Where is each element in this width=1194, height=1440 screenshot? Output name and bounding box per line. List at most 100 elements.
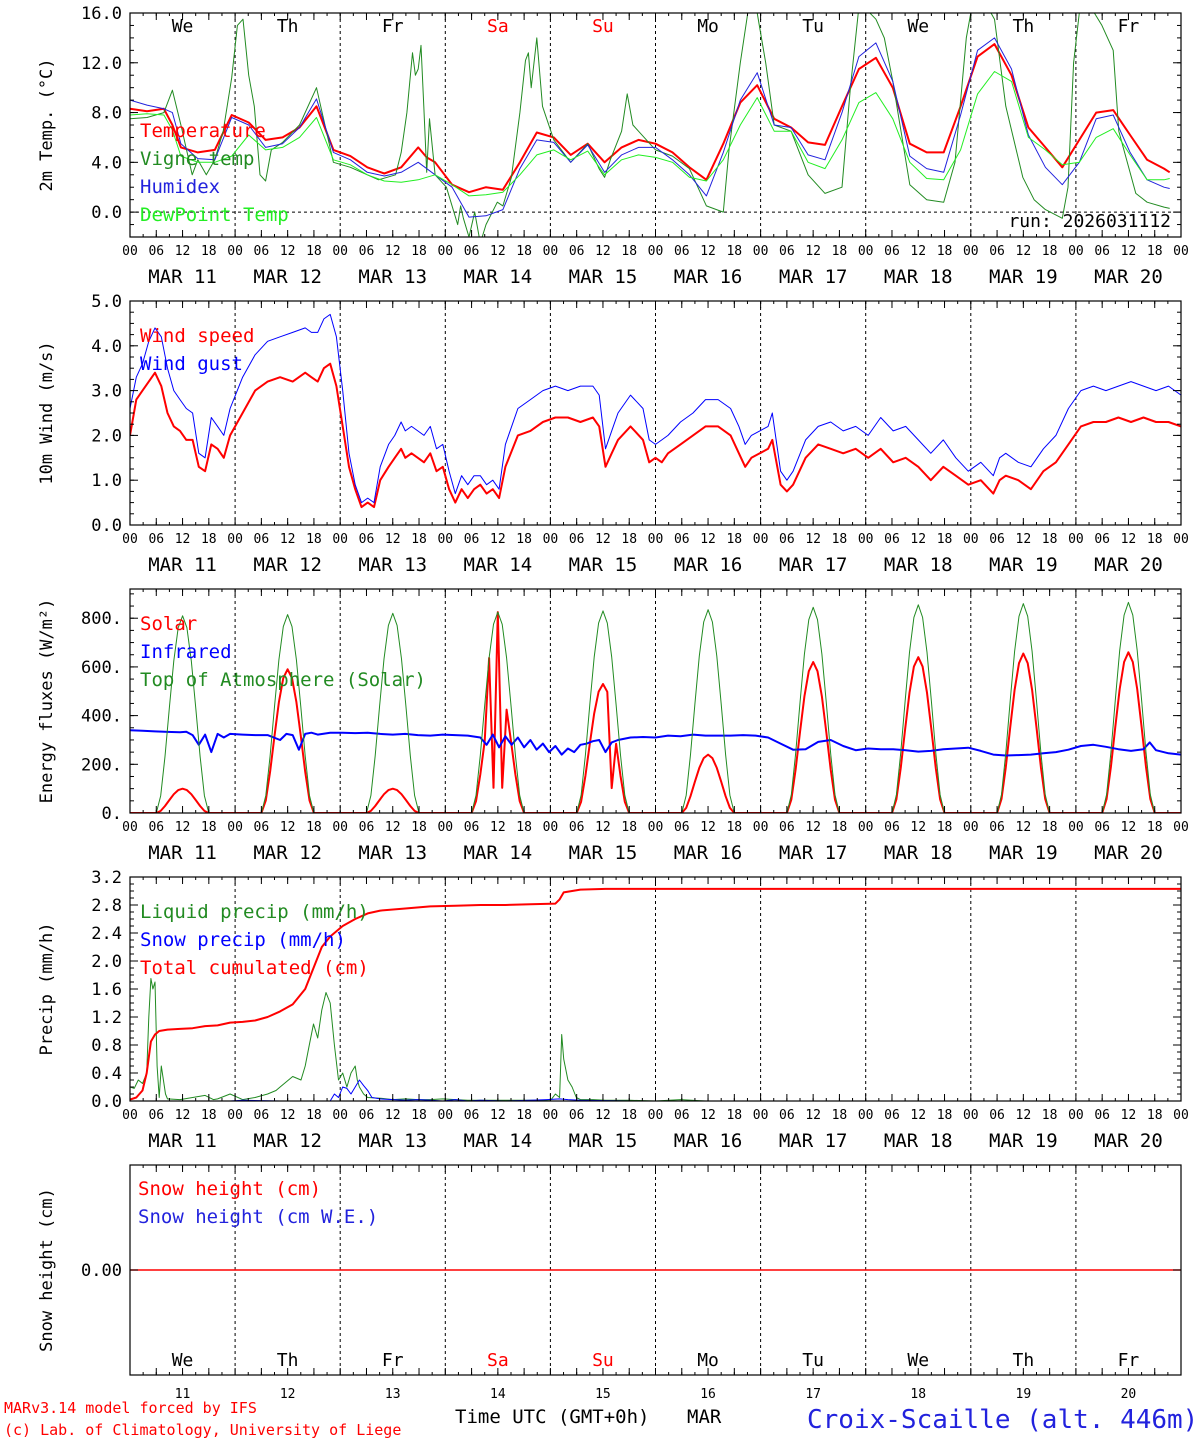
hour-tick-label: 18: [306, 1108, 322, 1123]
hour-tick-label: 06: [569, 820, 585, 835]
weekday-label: Su: [592, 16, 614, 37]
hour-tick-label: 00: [227, 532, 243, 547]
model-credit: MARv3.14 model forced by IFS: [4, 1399, 257, 1417]
hour-tick-label: 06: [779, 1108, 795, 1123]
hour-tick-label: 00: [858, 244, 874, 259]
hour-tick-label: 00: [122, 1108, 138, 1123]
hour-tick-label: 18: [1147, 1108, 1163, 1123]
weekday-label: We: [172, 16, 194, 37]
hour-tick-label: 12: [1016, 1108, 1032, 1123]
hour-tick-label: 06: [1094, 1108, 1110, 1123]
date-label: MAR 16: [674, 1130, 743, 1152]
hour-tick-label: 00: [858, 820, 874, 835]
y-tick-label: 2.8: [91, 896, 122, 916]
legend-entry: Snow precip (mm/h): [140, 929, 346, 951]
y-tick-label: 0.: [102, 804, 122, 824]
hour-tick-label: 12: [1121, 532, 1137, 547]
hour-tick-label: 18: [1042, 820, 1058, 835]
hour-tick-label: 12: [910, 532, 926, 547]
hour-tick-label: 06: [254, 244, 270, 259]
y-tick-label: 16.0: [81, 4, 122, 24]
date-label: MAR 17: [779, 266, 848, 288]
hour-tick-label: 06: [464, 820, 480, 835]
hour-tick-label: 18: [1042, 1108, 1058, 1123]
hour-tick-label: 06: [1094, 532, 1110, 547]
hour-tick-label: 00: [543, 1108, 559, 1123]
hour-tick-label: 18: [411, 820, 427, 835]
hour-tick-label: 18: [516, 820, 532, 835]
legend-entry: Liquid precip (mm/h): [140, 901, 369, 923]
hour-tick-label: 00: [437, 820, 453, 835]
hour-tick-label: 12: [175, 244, 191, 259]
hour-tick-label: 18: [726, 244, 742, 259]
hour-tick-label: 18: [516, 532, 532, 547]
hour-tick-label: 12: [1121, 244, 1137, 259]
hour-tick-label: 06: [148, 820, 164, 835]
legend-entry: Wind speed: [140, 325, 254, 347]
series-group: [130, 601, 1181, 813]
hour-tick-label: 00: [963, 820, 979, 835]
hour-tick-label: 18: [201, 820, 217, 835]
date-label: MAR 13: [358, 554, 427, 576]
y-tick-label: 4.0: [91, 153, 122, 173]
y-tick-label: 4.0: [91, 337, 122, 357]
hour-tick-label: 06: [989, 244, 1005, 259]
hour-tick-label: 06: [674, 244, 690, 259]
hour-tick-label: 06: [779, 532, 795, 547]
hour-tick-label: 00: [963, 532, 979, 547]
weekday-label: Tu: [802, 1350, 824, 1371]
day-number-label: 17: [805, 1387, 821, 1402]
legend-entry: Infrared: [140, 641, 232, 663]
hour-tick-label: 12: [175, 820, 191, 835]
hour-tick-label: 12: [490, 820, 506, 835]
weekday-label: Fr: [382, 1350, 404, 1371]
date-label: MAR 19: [989, 1130, 1058, 1152]
hour-tick-label: 00: [122, 532, 138, 547]
day-number-label: 20: [1121, 1387, 1137, 1402]
weekday-label: We: [172, 1350, 194, 1371]
y-tick-label: 0.8: [91, 1036, 122, 1056]
legend-entry: Humidex: [140, 176, 220, 198]
hour-tick-label: 00: [543, 532, 559, 547]
hour-tick-label: 00: [1173, 1108, 1189, 1123]
date-label: MAR 11: [148, 266, 217, 288]
legend-entry: Vigne temp: [140, 148, 254, 170]
y-tick-label: 2.0: [91, 952, 122, 972]
hour-tick-label: 12: [1016, 244, 1032, 259]
hour-tick-label: 00: [122, 244, 138, 259]
hour-tick-label: 18: [937, 820, 953, 835]
date-label: MAR 16: [674, 266, 743, 288]
date-label: MAR 19: [989, 842, 1058, 864]
weekday-label: Mo: [697, 16, 719, 37]
date-label: MAR 19: [989, 554, 1058, 576]
series-group: [130, 313, 1181, 509]
hour-tick-label: 12: [1121, 820, 1137, 835]
series-dewpoint-temp: [130, 71, 1170, 197]
weekday-label: Th: [277, 1350, 299, 1371]
date-label: MAR 15: [569, 554, 638, 576]
hour-tick-label: 12: [490, 1108, 506, 1123]
y-tick-label: 3.2: [91, 868, 122, 888]
hour-tick-label: 00: [1068, 1108, 1084, 1123]
hour-tick-label: 18: [832, 244, 848, 259]
hour-tick-label: 12: [805, 1108, 821, 1123]
hour-tick-label: 18: [832, 532, 848, 547]
hour-tick-label: 06: [779, 244, 795, 259]
weekday-label: Fr: [1118, 16, 1140, 37]
hour-tick-label: 06: [884, 1108, 900, 1123]
hour-tick-label: 12: [595, 244, 611, 259]
weekday-label: Mo: [697, 1350, 719, 1371]
date-label: MAR 14: [464, 1130, 533, 1152]
hour-tick-label: 00: [753, 820, 769, 835]
hour-tick-label: 12: [700, 244, 716, 259]
hour-tick-label: 00: [227, 1108, 243, 1123]
run-annotation: run: 2026031112: [1008, 211, 1171, 232]
weekday-label: Sa: [487, 16, 509, 37]
date-label: MAR 12: [253, 1130, 322, 1152]
series-wind-gust: [130, 313, 1181, 504]
station-name: Croix-Scaille (alt. 446m): [807, 1405, 1194, 1435]
hour-tick-label: 00: [753, 244, 769, 259]
y-tick-label: 800.: [81, 609, 122, 629]
y-tick-label: 600.: [81, 658, 122, 678]
hour-tick-label: 06: [989, 1108, 1005, 1123]
